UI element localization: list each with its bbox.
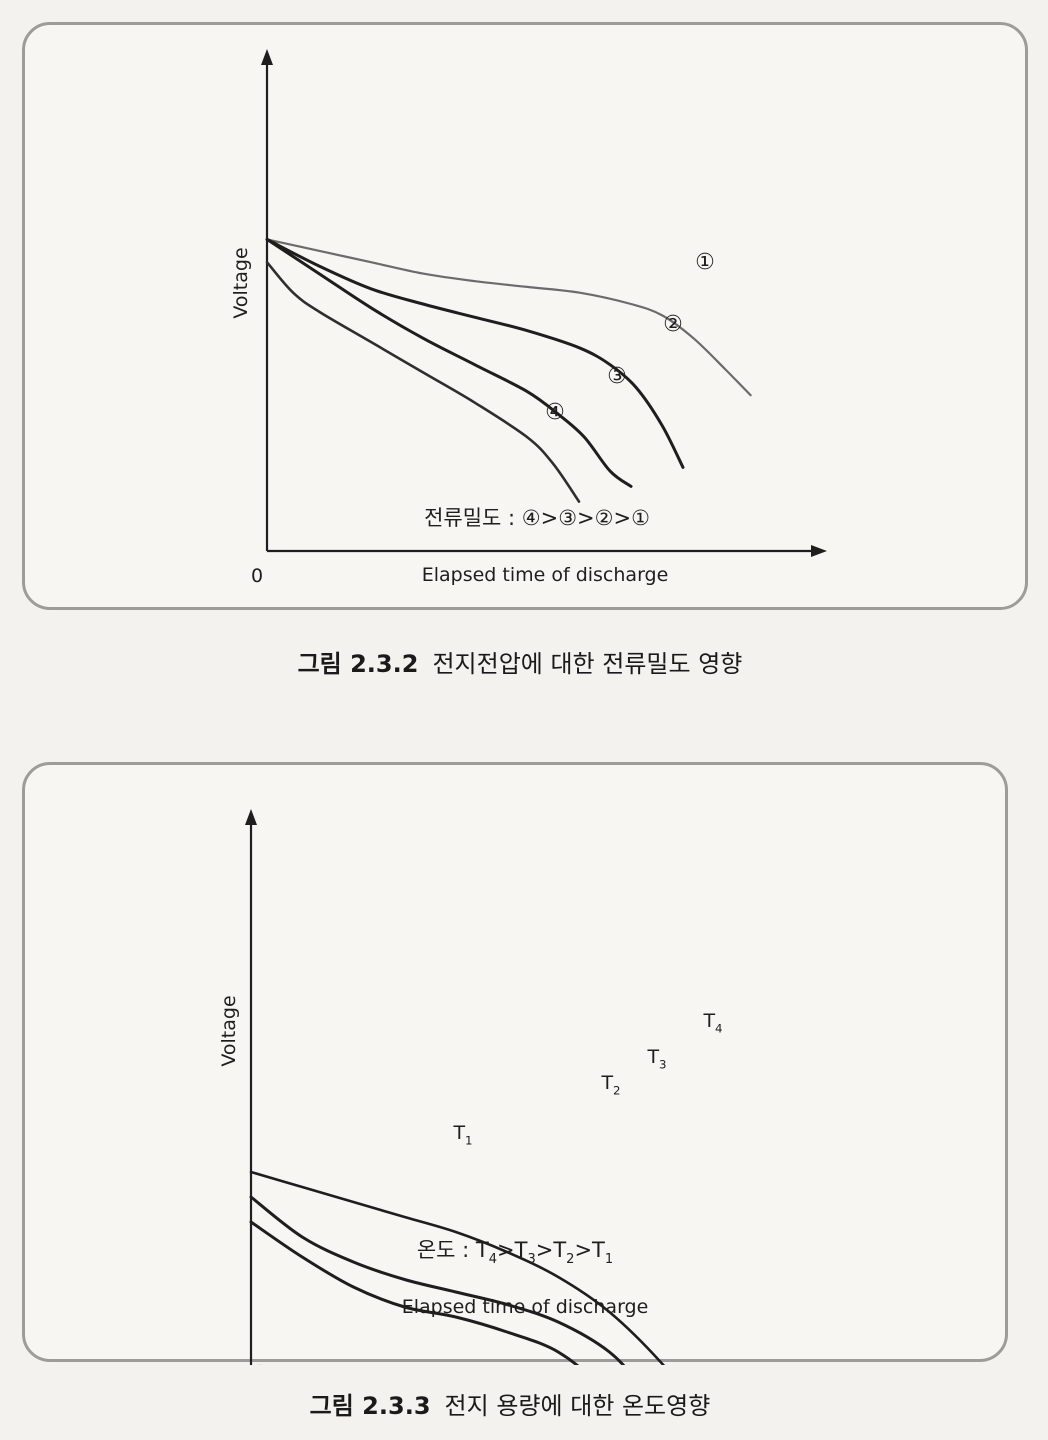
- caption-number: 그림 2.3.3: [309, 1392, 431, 1420]
- subscript: 1: [465, 1133, 473, 1147]
- series-line-2: [265, 237, 685, 469]
- text-part: >T: [536, 1238, 567, 1262]
- annotation: 온도 : T4>T3>T2>T1: [417, 1238, 613, 1267]
- subscript: 2: [613, 1083, 621, 1097]
- annotation: 전류밀도 : ④>③>②>①: [424, 506, 650, 530]
- subscript: 3: [659, 1057, 667, 1071]
- subscript: 4: [715, 1021, 723, 1035]
- text-part: T: [646, 1046, 659, 1068]
- series-label-2: ②: [663, 312, 683, 337]
- text-part: >T: [497, 1238, 528, 1262]
- caption-text: 전지 용량에 대한 온도영향: [444, 1392, 711, 1420]
- caption-number: 그림 2.3.2: [297, 650, 419, 678]
- origin-label: 0: [251, 565, 263, 587]
- series-line-1: [265, 238, 752, 397]
- series-label-3: T2: [600, 1072, 620, 1097]
- y-axis-arrow: [261, 49, 273, 65]
- chart-current-density: Voltage Elapsed time of discharge 0 ① ② ③ ④ 전류밀…: [230, 49, 827, 587]
- x-axis-label: Elapsed time of discharge: [402, 1296, 649, 1318]
- caption-text: 전지전압에 대한 전류밀도 영향: [432, 650, 743, 678]
- subscript: 3: [527, 1252, 535, 1267]
- text-part: 온도 : T: [417, 1238, 489, 1262]
- series-line-4: [265, 260, 581, 503]
- subscript: 4: [489, 1252, 497, 1267]
- figure-panel-current-density: Voltage Elapsed time of discharge 0 ① ② ③ ④ 전류밀…: [22, 22, 1028, 610]
- series-label-2: T3: [646, 1046, 666, 1071]
- series-line-1: [249, 1170, 666, 1365]
- subscript: 2: [566, 1252, 574, 1267]
- figure-caption-1: 그림 2.3.2 전지전압에 대한 전류밀도 영향: [0, 644, 1044, 679]
- x-axis-label: Elapsed time of discharge: [422, 564, 669, 586]
- y-axis-label: Voltage: [218, 995, 240, 1066]
- series-line-2: [249, 1195, 626, 1365]
- text-part: >T: [574, 1238, 605, 1262]
- series-label-4: ④: [545, 400, 565, 425]
- series-label-1: T4: [702, 1010, 722, 1035]
- text-part: T: [702, 1010, 715, 1032]
- series-label-3: ③: [607, 364, 627, 389]
- series-line-3: [265, 237, 633, 488]
- subscript: 1: [605, 1252, 613, 1267]
- figure-caption-2: 그림 2.3.3 전지 용량에 대한 온도영향: [0, 1386, 1034, 1421]
- series-label-4: T1: [452, 1122, 472, 1147]
- y-axis-arrow: [245, 809, 257, 825]
- x-axis-arrow: [811, 545, 827, 557]
- series-label-1: ①: [695, 250, 715, 275]
- series-line-3: [249, 1220, 580, 1365]
- text-part: T: [600, 1072, 613, 1094]
- text-part: T: [452, 1122, 465, 1144]
- y-axis-label: Voltage: [230, 247, 252, 318]
